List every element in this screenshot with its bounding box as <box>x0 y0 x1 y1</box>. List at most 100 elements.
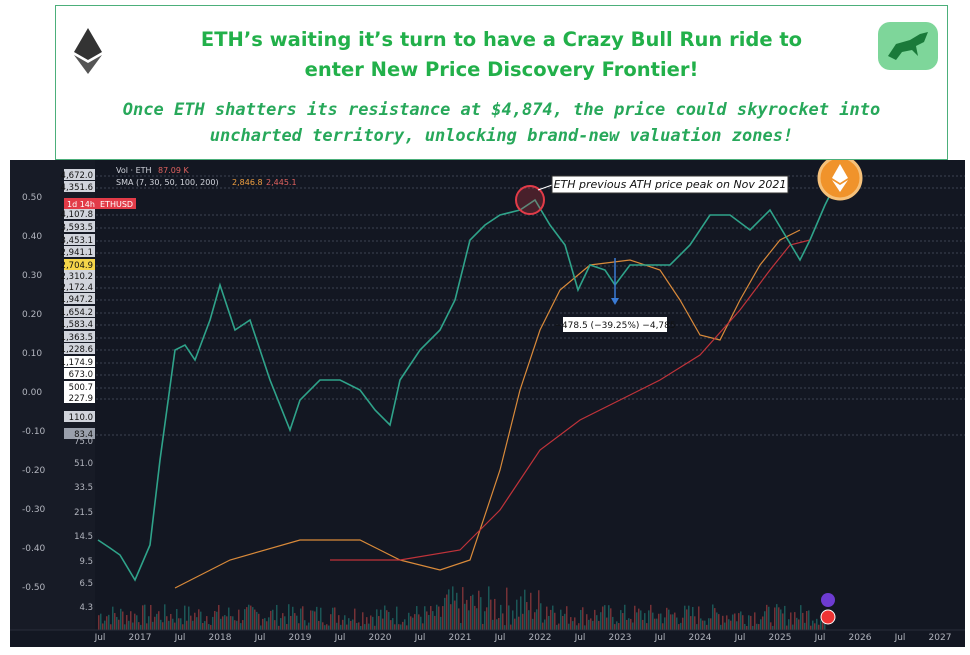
volume-bar <box>552 605 554 630</box>
volume-bar <box>434 615 436 630</box>
eth-glyph <box>832 180 848 192</box>
volume-bar <box>548 615 550 630</box>
volume-bar <box>624 604 626 630</box>
volume-bar <box>726 615 728 630</box>
volume-bar <box>482 623 484 630</box>
volume-bar <box>490 599 492 630</box>
volume-bar <box>798 619 800 630</box>
price-label: 75.0 <box>74 437 93 447</box>
volume-bar <box>156 613 158 630</box>
sma-orange <box>174 229 801 589</box>
price-label-bg <box>64 428 95 439</box>
volume-bar <box>336 622 338 630</box>
volume-bar <box>106 616 108 630</box>
volume-bar <box>124 624 126 630</box>
countdown-bg <box>64 198 136 209</box>
volume-bar <box>464 603 466 630</box>
volume-bar <box>522 613 524 630</box>
volume-bar <box>378 616 380 630</box>
volume-bar <box>284 616 286 630</box>
volume-bar <box>500 604 502 630</box>
volume-bar <box>618 623 620 630</box>
price-label-bg <box>64 281 95 292</box>
volume-bar <box>728 619 730 630</box>
volume-bar <box>282 613 284 630</box>
time-label: Jul <box>254 633 266 643</box>
price-label-bg <box>64 234 95 245</box>
volume-bar <box>610 608 612 630</box>
volume-bar <box>306 625 308 630</box>
volume-bar <box>210 624 212 630</box>
volume-bar <box>778 607 780 630</box>
volume-bar <box>362 612 364 630</box>
price-label: 4,107.8 <box>61 210 93 220</box>
volume-bar <box>670 614 672 630</box>
axis-label: 0.30 <box>22 271 42 281</box>
price-label-bg <box>64 331 95 342</box>
volume-bar <box>300 608 302 630</box>
volume-bar <box>442 606 444 630</box>
time-label: Jul <box>654 633 666 643</box>
price-label: 1,583.4 <box>61 320 93 330</box>
volume-bar <box>630 618 632 630</box>
volume-bar <box>108 614 110 630</box>
axis-label: -0.50 <box>22 583 46 593</box>
event-icon <box>821 593 835 607</box>
volume-bar <box>238 609 240 630</box>
volume-bar <box>374 625 376 630</box>
volume-bar <box>208 624 210 630</box>
price-label-bg <box>64 293 95 304</box>
price-label: 14.5 <box>74 532 93 542</box>
volume-bar <box>738 613 740 630</box>
volume-bar <box>286 624 288 630</box>
volume-bar <box>450 604 452 630</box>
volume-bar <box>288 604 290 630</box>
volume-bar <box>384 605 386 630</box>
volume-bar <box>430 606 432 630</box>
volume-bar <box>766 604 768 630</box>
volume-bar <box>188 606 190 630</box>
volume-bar <box>358 622 360 630</box>
volume-bar <box>466 599 468 630</box>
price-label: 500.7 <box>69 383 93 393</box>
volume-bar <box>274 620 276 630</box>
volume-bar <box>196 617 198 630</box>
volume-bar <box>276 604 278 630</box>
volume-bar <box>756 623 758 630</box>
volume-bar <box>164 604 166 630</box>
volume-bar <box>446 594 448 630</box>
volume-bar <box>186 620 188 630</box>
axis-label: 0.10 <box>22 349 42 359</box>
volume-bar <box>462 587 464 630</box>
volume-bar <box>682 617 684 630</box>
volume-bar <box>744 623 746 630</box>
volume-bar <box>396 606 398 630</box>
volume-bar <box>790 612 792 630</box>
volume-bar <box>736 621 738 630</box>
volume-bar <box>320 607 322 630</box>
volume-bar <box>664 617 666 630</box>
volume-bar <box>332 607 334 630</box>
volume-bar <box>204 621 206 630</box>
time-label: 2021 <box>449 633 472 643</box>
price-label: 2,704.9 <box>61 261 93 271</box>
volume-bar <box>116 616 118 630</box>
volume-bar <box>182 624 184 630</box>
price-label-bg <box>64 221 95 232</box>
volume-bar <box>752 625 754 630</box>
volume-bar <box>98 615 100 630</box>
volume-bar <box>364 624 366 630</box>
volume-bar <box>102 623 104 630</box>
volume-bar <box>656 618 658 630</box>
volume-bar <box>444 597 446 630</box>
volume-bar <box>652 612 654 630</box>
volume-bar <box>780 609 782 630</box>
countdown: 1d 14h <box>67 200 95 209</box>
volume-bar <box>368 623 370 630</box>
volume-bar <box>360 625 362 630</box>
volume-bar <box>472 594 474 630</box>
volume-bar <box>714 608 716 630</box>
volume-bar <box>788 619 790 630</box>
volume-bar <box>516 599 518 630</box>
